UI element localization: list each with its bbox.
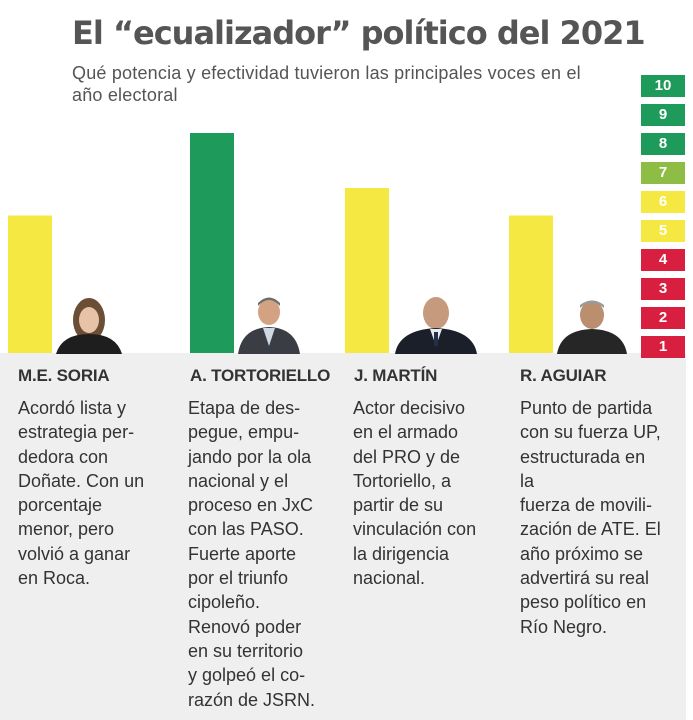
scale-level-9: 9 [641,104,685,126]
desc-line: estrategia per- [18,422,135,443]
desc-line: del PRO y de [353,446,461,467]
scale-level-3: 3 [641,278,685,300]
desc-line: razón de JSRN. [188,689,316,710]
desc-line: volvió a ganar [18,543,131,564]
desc-line: Punto de partida [520,398,653,418]
desc-line: Doñate. Con un [18,470,145,491]
scale-level-2: 2 [641,307,685,329]
desc-line: vinculación con [353,519,477,540]
name-tortoriello: A. TORTORIELLO [190,366,331,385]
portrait-martin [395,297,477,354]
desc-line: la dirigencia [353,543,450,564]
desc-line: con las PASO. [188,519,304,540]
desc-line: con su fuerza UP, [520,422,661,443]
desc-line: nacional y el [188,470,289,491]
desc-line: la [520,470,535,491]
desc-aguiar: Punto de partida con su fuerza UP, estru… [520,396,686,639]
desc-line: Río Negro. [520,616,608,637]
desc-line: jando por la ola [188,446,312,467]
desc-line: año próximo se [520,543,644,564]
desc-line: por el triunfo [188,568,289,589]
desc-tortoriello: Etapa de des- pegue, empu- jando por la … [188,396,348,712]
description-panel [0,353,686,720]
desc-soria: Acordó lista y estrategia per- dedora co… [18,396,178,590]
desc-line: partir de su [353,495,444,516]
portrait-aguiar [557,300,627,354]
desc-line: en su territorio [188,640,304,661]
desc-line: peso político en [520,592,647,613]
desc-line: y golpeó el co- [188,665,306,686]
chart-subtitle: Qué potencia y efectividad tuvieron las … [72,63,581,105]
bar-a-tortoriello [190,133,234,353]
desc-line: proceso en JxC [188,495,314,516]
desc-line: pegue, empu- [188,422,300,443]
desc-line: porcentaje [18,495,103,516]
scale-level-1: 1 [641,336,685,358]
desc-line: en el armado [353,422,459,443]
desc-line: zación de ATE. El [520,519,661,540]
portrait-tortoriello [238,297,300,354]
desc-martin: Actor decisivo en el armado del PRO y de… [353,396,513,590]
desc-line: dedora con [18,446,109,467]
bar-j-mart-n [345,188,389,353]
scale-level-10: 10 [641,75,685,97]
name-martin: J. MARTÍN [354,366,438,385]
desc-line: Actor decisivo [353,398,466,418]
chart-title: El “ecualizador” político del 2021 [72,14,646,52]
name-soria: M.E. SORIA [18,366,110,385]
scale-level-5: 5 [641,220,685,242]
scale-level-8: 8 [641,133,685,155]
name-aguiar: R. AGUIAR [520,366,607,385]
desc-line: en Roca. [18,568,91,589]
desc-line: Etapa de des- [188,398,301,418]
desc-line: advertirá su real [520,568,650,589]
desc-line: cipoleño. [188,592,261,613]
scale-level-4: 4 [641,249,685,271]
bar-m-e-soria [8,215,52,353]
desc-line: Tortoriello, a [353,470,452,491]
desc-line: fuerza de movili- [520,495,653,516]
scale-level-6: 6 [641,191,685,213]
desc-line: Fuerte aporte [188,543,297,564]
bar-r-aguiar [509,215,553,353]
desc-line: menor, pero [18,519,115,540]
desc-line: nacional. [353,568,426,589]
scale-level-7: 7 [641,162,685,184]
bar-chart [8,133,553,353]
desc-line: Renovó poder [188,616,302,637]
desc-line: estructurada en [520,446,646,467]
desc-line: Acordó lista y [18,398,127,418]
portrait-soria [56,298,122,354]
